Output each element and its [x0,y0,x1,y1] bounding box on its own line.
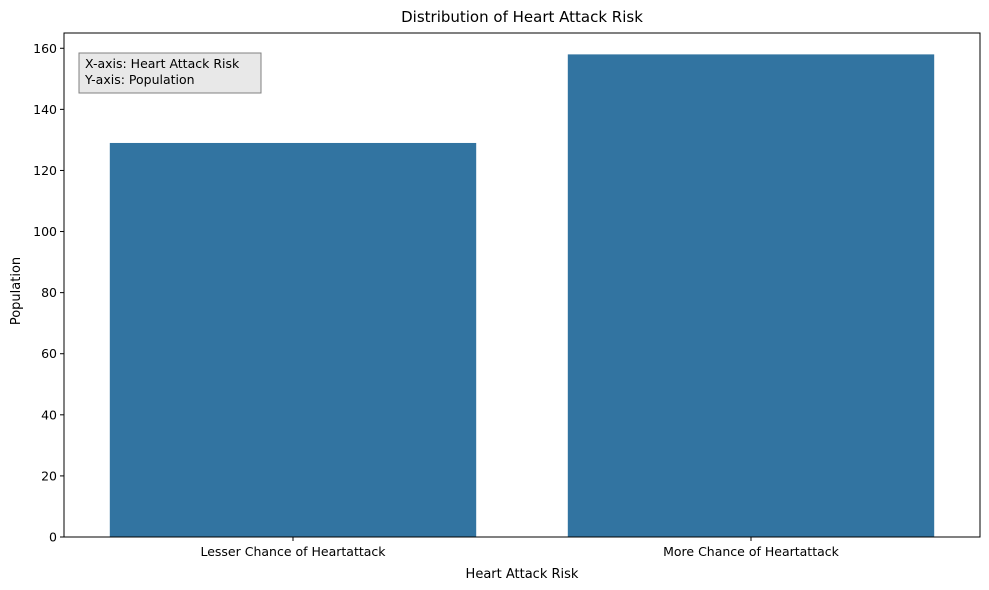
y-tick-label: 0 [49,530,57,545]
y-axis-label: Population [9,257,24,325]
y-tick-label: 20 [41,468,57,483]
y-tick-label: 100 [33,224,57,239]
annotation-box: X-axis: Heart Attack Risk Y-axis: Popula… [78,52,262,94]
annotation-background [78,52,262,94]
x-tick-label: Lesser Chance of Heartattack [200,544,386,559]
y-tick-label: 60 [41,346,57,361]
plot-frame [63,32,981,538]
y-tick-label: 140 [33,102,57,117]
chart-title: Distribution of Heart Attack Risk [401,8,643,26]
y-tick-label: 40 [41,407,57,422]
y-axis-ticks: 0 20 40 60 80 100 120 140 160 [33,41,64,545]
x-axis-label: Heart Attack Risk [466,567,579,582]
bars [109,54,935,538]
y-tick-label: 120 [33,163,57,178]
x-axis-ticks: Lesser Chance of Heartattack More Chance … [200,537,840,559]
bar [567,54,935,538]
y-tick-label: 80 [41,285,57,300]
bar [109,142,477,538]
y-tick-label: 160 [33,41,57,56]
annotation-line-y: Y-axis: Population [84,72,195,87]
x-tick-label: More Chance of Heartattack [663,544,840,559]
annotation-line-x: X-axis: Heart Attack Risk [85,56,240,71]
